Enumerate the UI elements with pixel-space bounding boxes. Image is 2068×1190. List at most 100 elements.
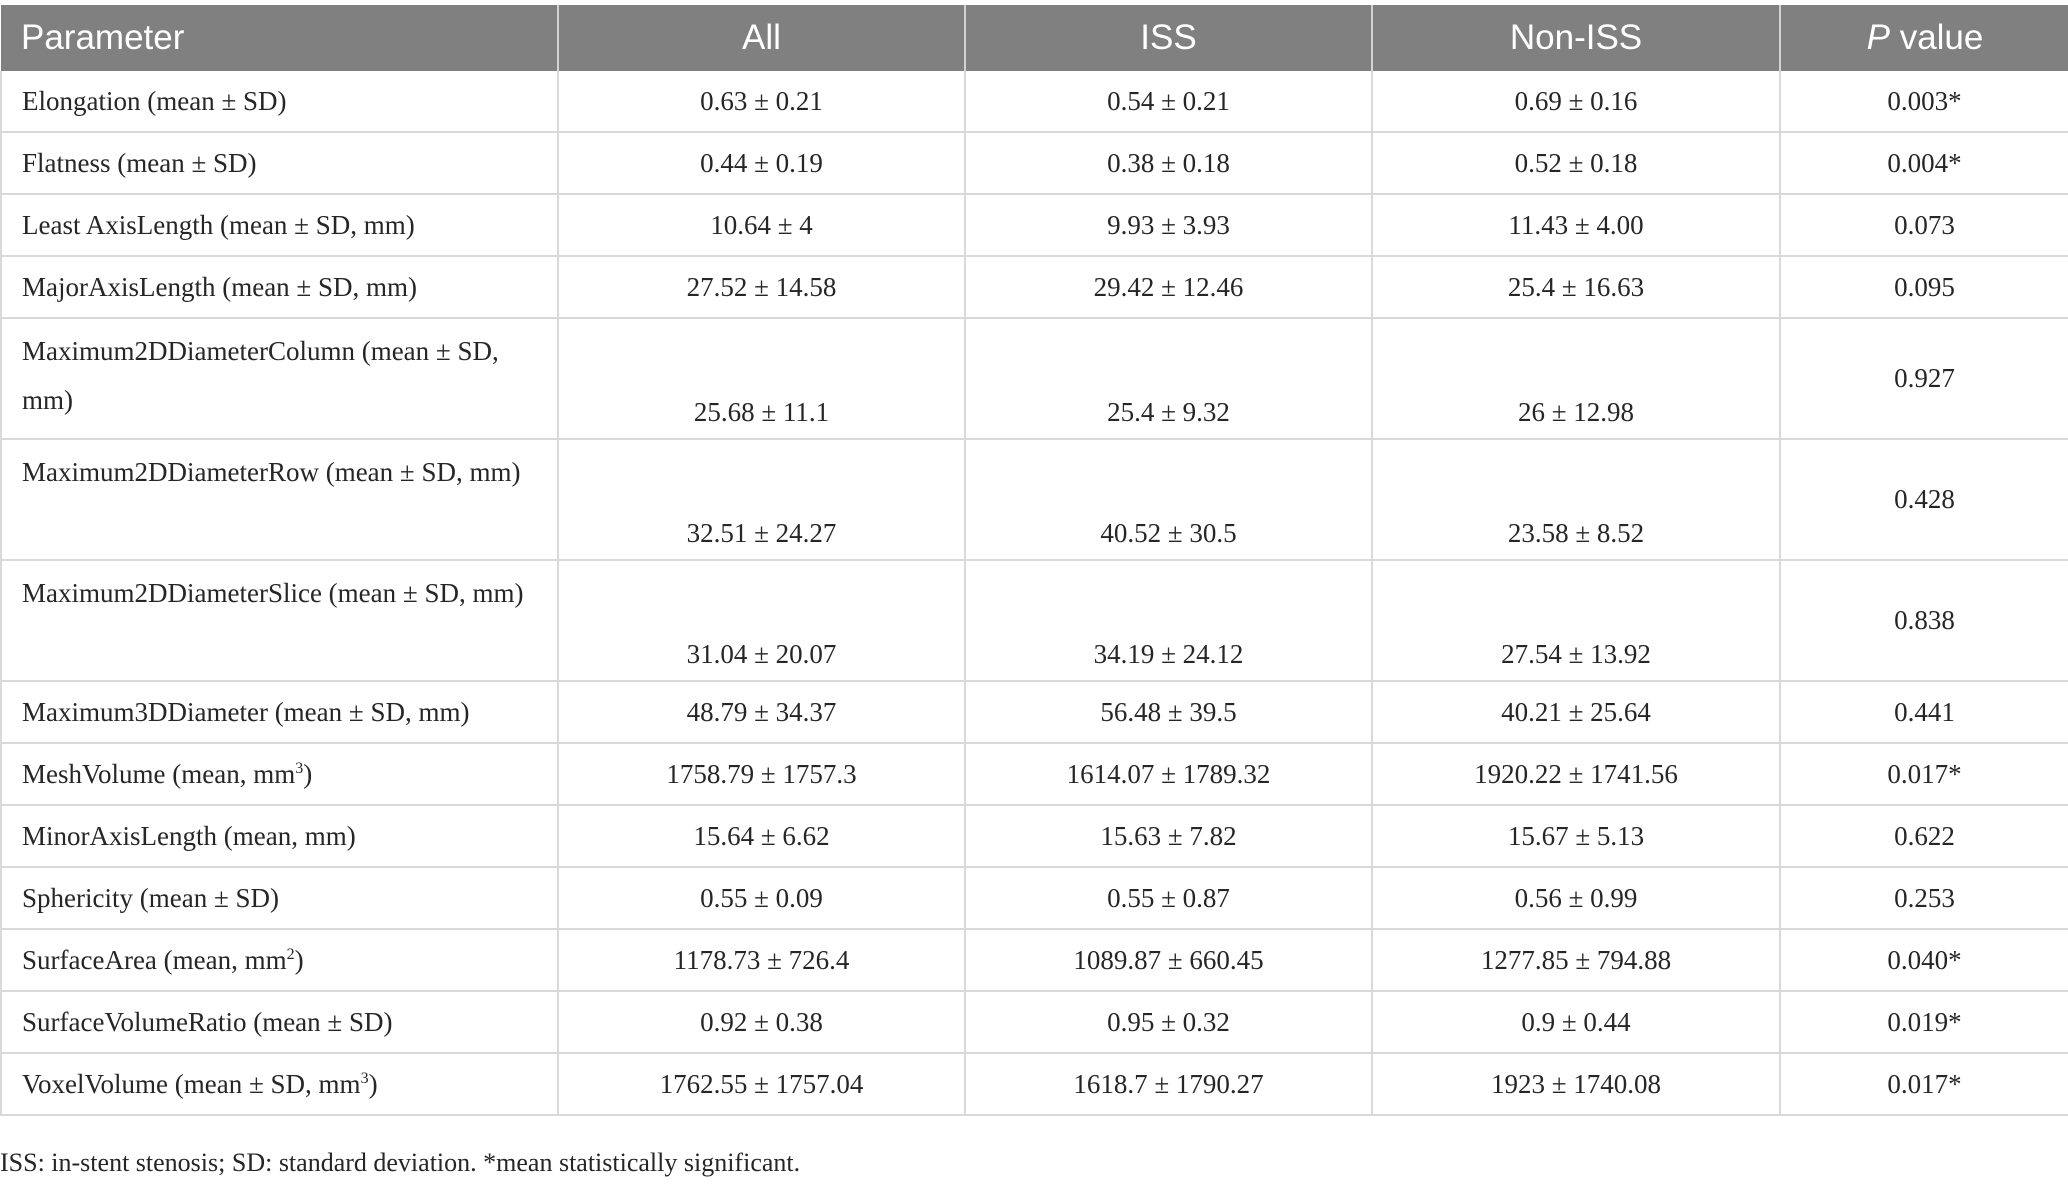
cell-p: 0.441 — [1780, 681, 2068, 744]
cell-all: 10.64 ± 4 — [558, 194, 966, 257]
cell-p: 0.019* — [1780, 991, 2068, 1054]
header-non-iss: Non-ISS — [1372, 5, 1781, 71]
parameter-label-suffix: ) — [368, 1068, 378, 1099]
table-row: Elongation (mean ± SD) 0.63 ± 0.21 0.54 ± … — [0, 71, 2068, 133]
table-row: Maximum2DDiameterColumn (mean ± SD, mm) 2… — [0, 318, 2068, 440]
cell-non-iss: 15.67 ± 5.13 — [1372, 805, 1781, 868]
table-row: Maximum3DDiameter (mean ± SD, mm) 48.79 ±… — [0, 681, 2068, 744]
cell-p: 0.838 — [1780, 560, 2068, 682]
parameter-table: Parameter All ISS Non-ISS P value Elonga… — [0, 5, 2068, 1116]
cell-parameter: VoxelVolume (mean ± SD, mm3) — [0, 1053, 559, 1116]
header-iss: ISS — [965, 5, 1373, 71]
cell-parameter: Maximum2DDiameterRow (mean ± SD, mm) — [0, 439, 559, 561]
cell-parameter: Sphericity (mean ± SD) — [0, 867, 559, 930]
cell-p: 0.095 — [1780, 256, 2068, 319]
cell-all: 0.44 ± 0.19 — [558, 132, 966, 195]
cell-parameter: Maximum2DDiameterColumn (mean ± SD, mm) — [0, 318, 559, 440]
parameter-label: MinorAxisLength (mean, mm) — [22, 820, 356, 851]
table-row: Least AxisLength (mean ± SD, mm) 10.64 ± … — [0, 194, 2068, 257]
cell-iss: 15.63 ± 7.82 — [965, 805, 1373, 868]
cell-all: 48.79 ± 34.37 — [558, 681, 966, 744]
cell-iss: 25.4 ± 9.32 — [965, 318, 1373, 440]
cell-parameter: MinorAxisLength (mean, mm) — [0, 805, 559, 868]
cell-non-iss: 40.21 ± 25.64 — [1372, 681, 1781, 744]
cell-parameter: Elongation (mean ± SD) — [0, 71, 559, 133]
parameter-label: SurfaceVolumeRatio (mean ± SD) — [22, 1006, 393, 1037]
cell-all: 0.92 ± 0.38 — [558, 991, 966, 1054]
cell-parameter: SurfaceArea (mean, mm2) — [0, 929, 559, 992]
cell-all: 32.51 ± 24.27 — [558, 439, 966, 561]
cell-parameter: Maximum3DDiameter (mean ± SD, mm) — [0, 681, 559, 744]
data-table-container: Parameter All ISS Non-ISS P value Elonga… — [0, 5, 2068, 1116]
cell-parameter: Flatness (mean ± SD) — [0, 132, 559, 195]
parameter-label: MeshVolume (mean, mm — [22, 758, 296, 789]
cell-all: 0.63 ± 0.21 — [558, 71, 966, 133]
header-p-value: P value — [1780, 5, 2068, 71]
cell-p: 0.428 — [1780, 439, 2068, 561]
header-p-letter: P — [1866, 18, 1890, 57]
cell-iss: 1614.07 ± 1789.32 — [965, 743, 1373, 806]
cell-all: 0.55 ± 0.09 — [558, 867, 966, 930]
cell-non-iss: 26 ± 12.98 — [1372, 318, 1781, 440]
cell-iss: 56.48 ± 39.5 — [965, 681, 1373, 744]
cell-parameter: Maximum2DDiameterSlice (mean ± SD, mm) — [0, 560, 559, 682]
cell-all: 31.04 ± 20.07 — [558, 560, 966, 682]
cell-p: 0.927 — [1780, 318, 2068, 440]
cell-all: 25.68 ± 11.1 — [558, 318, 966, 440]
parameter-label: Maximum2DDiameterRow (mean ± SD, mm) — [22, 457, 521, 487]
cell-all: 15.64 ± 6.62 — [558, 805, 966, 868]
cell-non-iss: 0.56 ± 0.99 — [1372, 867, 1781, 930]
cell-parameter: SurfaceVolumeRatio (mean ± SD) — [0, 991, 559, 1054]
cell-iss: 1089.87 ± 660.45 — [965, 929, 1373, 992]
cell-all: 1758.79 ± 1757.3 — [558, 743, 966, 806]
parameter-label: Sphericity (mean ± SD) — [22, 882, 280, 913]
parameter-label: VoxelVolume (mean ± SD, mm — [22, 1068, 361, 1099]
cell-p: 0.073 — [1780, 194, 2068, 257]
header-parameter: Parameter — [1, 5, 559, 71]
table-row: MajorAxisLength (mean ± SD, mm) 27.52 ± 1… — [0, 256, 2068, 319]
cell-p: 0.003* — [1780, 71, 2068, 133]
header-p-rest: value — [1889, 18, 1984, 57]
cell-non-iss: 1920.22 ± 1741.56 — [1372, 743, 1781, 806]
table-row: Flatness (mean ± SD) 0.44 ± 0.19 0.38 ± 0.… — [0, 132, 2068, 195]
parameter-label-suffix: ) — [294, 944, 304, 975]
table-body: Elongation (mean ± SD) 0.63 ± 0.21 0.54 ± … — [0, 71, 2068, 1116]
cell-p: 0.253 — [1780, 867, 2068, 930]
cell-iss: 0.55 ± 0.87 — [965, 867, 1373, 930]
table-row: SurfaceVolumeRatio (mean ± SD) 0.92 ± 0.3… — [0, 991, 2068, 1054]
unit-superscript: 3 — [295, 759, 304, 777]
parameter-label: Maximum2DDiameterColumn (mean ± SD, mm) — [22, 336, 499, 415]
cell-iss: 40.52 ± 30.5 — [965, 439, 1373, 561]
cell-iss: 34.19 ± 24.12 — [965, 560, 1373, 682]
parameter-label: Elongation (mean ± SD) — [22, 85, 287, 116]
cell-parameter: Least AxisLength (mean ± SD, mm) — [0, 194, 559, 257]
table-row: MinorAxisLength (mean, mm) 15.64 ± 6.62 15… — [0, 805, 2068, 868]
cell-p: 0.017* — [1780, 743, 2068, 806]
cell-p: 0.622 — [1780, 805, 2068, 868]
table-row: VoxelVolume (mean ± SD, mm3) 1762.55 ± 17… — [0, 1053, 2068, 1116]
cell-non-iss: 11.43 ± 4.00 — [1372, 194, 1781, 257]
cell-non-iss: 0.52 ± 0.18 — [1372, 132, 1781, 195]
parameter-label: Least AxisLength (mean ± SD, mm) — [22, 209, 415, 240]
cell-iss: 0.54 ± 0.21 — [965, 71, 1373, 133]
header-all: All — [558, 5, 966, 71]
table-row: Maximum2DDiameterRow (mean ± SD, mm) 32.5… — [0, 439, 2068, 561]
parameter-label-suffix: ) — [303, 758, 313, 789]
table-row: MeshVolume (mean, mm3) 1758.79 ± 1757.3 16… — [0, 743, 2068, 806]
cell-parameter: MeshVolume (mean, mm3) — [0, 743, 559, 806]
table-header: Parameter All ISS Non-ISS P value — [1, 5, 2068, 71]
cell-p: 0.004* — [1780, 132, 2068, 195]
cell-parameter: MajorAxisLength (mean ± SD, mm) — [0, 256, 559, 319]
table-footnote: ISS: in-stent stenosis; SD: standard dev… — [0, 1148, 801, 1177]
cell-non-iss: 1277.85 ± 794.88 — [1372, 929, 1781, 992]
cell-non-iss: 1923 ± 1740.08 — [1372, 1053, 1781, 1116]
cell-non-iss: 27.54 ± 13.92 — [1372, 560, 1781, 682]
cell-all: 1762.55 ± 1757.04 — [558, 1053, 966, 1116]
header-row: Parameter All ISS Non-ISS P value — [1, 5, 2068, 71]
unit-superscript: 2 — [286, 945, 295, 963]
table-row: Maximum2DDiameterSlice (mean ± SD, mm) 31… — [0, 560, 2068, 682]
cell-non-iss: 0.9 ± 0.44 — [1372, 991, 1781, 1054]
parameter-label: MajorAxisLength (mean ± SD, mm) — [22, 271, 418, 302]
parameter-label: Maximum3DDiameter (mean ± SD, mm) — [22, 696, 470, 727]
cell-iss: 29.42 ± 12.46 — [965, 256, 1373, 319]
